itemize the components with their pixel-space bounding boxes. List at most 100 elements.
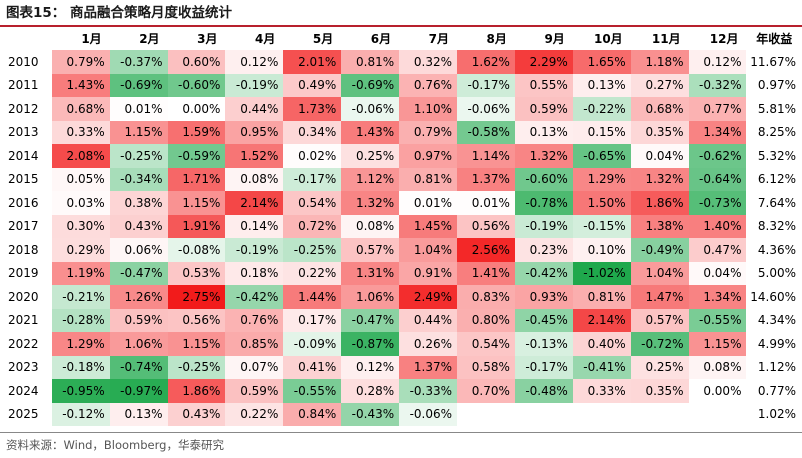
heat-cell-2012-m10: -0.22% — [572, 97, 631, 121]
heat-cell-2019-m7: 0.91% — [399, 261, 458, 285]
annual-return-2017: 8.32% — [757, 219, 796, 234]
year-row-2023: 2023 -0.18% -0.74% -0.25% 0.07% 0.41% 0.12% 1.3… — [0, 355, 802, 379]
heat-cell-2022-m9: -0.13% — [514, 332, 573, 356]
heat-cell-2017-m2: 0.43% — [109, 214, 168, 238]
heat-cell-2015-m3: 1.71% — [167, 167, 226, 191]
heat-cell-2013-m7: 0.79% — [399, 120, 458, 144]
heat-cell-2010-m2: -0.37% — [109, 50, 168, 74]
year-row-2012: 2012 0.68% 0.01% 0.00% 0.44% 1.73% -0.06% 1.10%… — [0, 97, 802, 121]
heat-cell-2025-m9 — [514, 402, 573, 426]
heat-cell-2019-m1: 1.19% — [51, 261, 110, 285]
heat-cell-2024-m7: -0.33% — [399, 379, 458, 403]
heat-cell-2025-m10 — [572, 402, 631, 426]
year-label: 2012 — [8, 101, 39, 116]
heat-cell-2010-m11: 1.18% — [630, 50, 689, 74]
heat-cell-2013-m12: 1.34% — [688, 120, 747, 144]
heat-cell-2014-m12: -0.62% — [688, 144, 747, 168]
heat-cell-2018-m2: 0.06% — [109, 238, 168, 262]
heat-cell-2015-m2: -0.34% — [109, 167, 168, 191]
heat-cell-2011-m10: 0.13% — [572, 73, 631, 97]
year-label: 2015 — [8, 172, 39, 187]
year-row-2022: 2022 1.29% 1.06% 1.15% 0.85% -0.09% -0.87% 0.26… — [0, 332, 802, 356]
heat-cell-2024-m6: 0.28% — [341, 379, 400, 403]
heat-cell-2011-m3: -0.60% — [167, 73, 226, 97]
annual-return-2025: 1.02% — [757, 407, 796, 422]
heat-cell-2010-m7: 0.32% — [399, 50, 458, 74]
heat-cell-2021-m3: 0.56% — [167, 308, 226, 332]
heat-cell-2018-m5: -0.25% — [283, 238, 342, 262]
heat-cell-2016-m5: 0.54% — [283, 191, 342, 215]
heat-cell-2014-m1: 2.08% — [51, 144, 110, 168]
heat-cell-2020-m5: 1.44% — [283, 285, 342, 309]
year-label: 2023 — [8, 360, 39, 375]
heat-cell-2020-m7: 2.49% — [399, 285, 458, 309]
year-label: 2011 — [8, 78, 39, 93]
heat-cell-2017-m3: 1.91% — [167, 214, 226, 238]
year-label: 2017 — [8, 219, 39, 234]
heat-cell-2017-m7: 1.45% — [399, 214, 458, 238]
heat-cell-2012-m12: 0.77% — [688, 97, 747, 121]
heat-cell-2025-m5: 0.84% — [283, 402, 342, 426]
year-row-2019: 2019 1.19% -0.47% 0.53% 0.18% 0.22% 1.31% 0.91%… — [0, 261, 802, 285]
heat-cell-2016-m9: -0.78% — [514, 191, 573, 215]
heat-cell-2017-m12: 1.40% — [688, 214, 747, 238]
heat-cell-2022-m6: -0.87% — [341, 332, 400, 356]
heat-cell-2020-m2: 1.26% — [109, 285, 168, 309]
heat-cell-2022-m8: 0.54% — [457, 332, 515, 356]
heat-cell-2024-m9: -0.48% — [514, 379, 573, 403]
year-row-2024: 2024 -0.95% -0.97% 1.86% 0.59% -0.55% 0.28% -0.… — [0, 379, 802, 403]
heat-cell-2017-m9: -0.19% — [514, 214, 573, 238]
heat-cell-2021-m1: -0.28% — [51, 308, 110, 332]
heat-cell-2010-m9: 2.29% — [514, 50, 573, 74]
heat-cell-2012-m1: 0.68% — [51, 97, 110, 121]
heat-cell-2023-m6: 0.12% — [341, 355, 400, 379]
heat-cell-2025-m2: 0.13% — [109, 402, 168, 426]
heat-cell-2022-m1: 1.29% — [51, 332, 110, 356]
year-row-2017: 2017 0.30% 0.43% 1.91% 0.14% 0.72% 0.08% 1.45% 0… — [0, 214, 802, 238]
annual-return-2024: 0.77% — [757, 383, 796, 398]
heat-cell-2017-m8: 0.56% — [457, 214, 515, 238]
heat-cell-2022-m10: 0.40% — [572, 332, 631, 356]
year-label: 2010 — [8, 54, 39, 69]
heat-cell-2012-m2: 0.01% — [109, 97, 168, 121]
heat-cell-2014-m3: -0.59% — [167, 144, 226, 168]
heat-cell-2019-m5: 0.22% — [283, 261, 342, 285]
heat-cell-2023-m3: -0.25% — [167, 355, 226, 379]
heat-cell-2017-m10: -0.15% — [572, 214, 631, 238]
heat-cell-2022-m2: 1.06% — [109, 332, 168, 356]
heat-cell-2015-m10: 1.29% — [572, 167, 631, 191]
heat-cell-2015-m6: 1.12% — [341, 167, 400, 191]
heatmap-body: 2010 0.79% -0.37% 0.60% 0.12% 2.01% 0.81% 0.32%… — [0, 50, 802, 426]
heat-cell-2020-m1: -0.21% — [51, 285, 110, 309]
heat-cell-2013-m9: 0.13% — [514, 120, 573, 144]
heat-cell-2023-m2: -0.74% — [109, 355, 168, 379]
heat-cell-2018-m8: 2.56% — [457, 238, 515, 262]
heat-cell-2015-m5: -0.17% — [283, 167, 342, 191]
year-label: 2022 — [8, 336, 39, 351]
heat-cell-2013-m8: -0.58% — [457, 120, 515, 144]
heat-cell-2014-m9: 1.32% — [514, 144, 573, 168]
heat-cell-2016-m6: 1.32% — [341, 191, 400, 215]
month-header-1: 1月 — [81, 32, 102, 46]
heat-cell-2024-m1: -0.95% — [51, 379, 110, 403]
heat-cell-2012-m6: -0.06% — [341, 97, 400, 121]
heat-cell-2011-m5: 0.49% — [283, 73, 342, 97]
heat-cell-2010-m4: 0.12% — [225, 50, 284, 74]
heat-cell-2025-m11 — [630, 402, 689, 426]
heat-cell-2022-m3: 1.15% — [167, 332, 226, 356]
heat-cell-2024-m4: 0.59% — [225, 379, 284, 403]
monthly-returns-heatmap: 1月 2月 3月 4月 5月 6月 7月 8月 9月 10月 11月 12月 年收益 2010 0.79%… — [0, 27, 802, 426]
heat-cell-2013-m1: 0.33% — [51, 120, 110, 144]
month-header-10: 10月 — [593, 32, 623, 46]
heat-cell-2024-m8: 0.70% — [457, 379, 515, 403]
heat-cell-2024-m3: 1.86% — [167, 379, 226, 403]
heat-cell-2010-m6: 0.81% — [341, 50, 400, 74]
heat-cell-2020-m4: -0.42% — [225, 285, 284, 309]
month-header-3: 3月 — [197, 32, 218, 46]
heat-cell-2014-m11: 0.04% — [630, 144, 689, 168]
heat-cell-2021-m9: -0.45% — [514, 308, 573, 332]
year-label: 2018 — [8, 242, 39, 257]
heat-cell-2017-m11: 1.38% — [630, 214, 689, 238]
annual-return-2019: 5.00% — [757, 266, 796, 281]
heat-cell-2014-m2: -0.25% — [109, 144, 168, 168]
